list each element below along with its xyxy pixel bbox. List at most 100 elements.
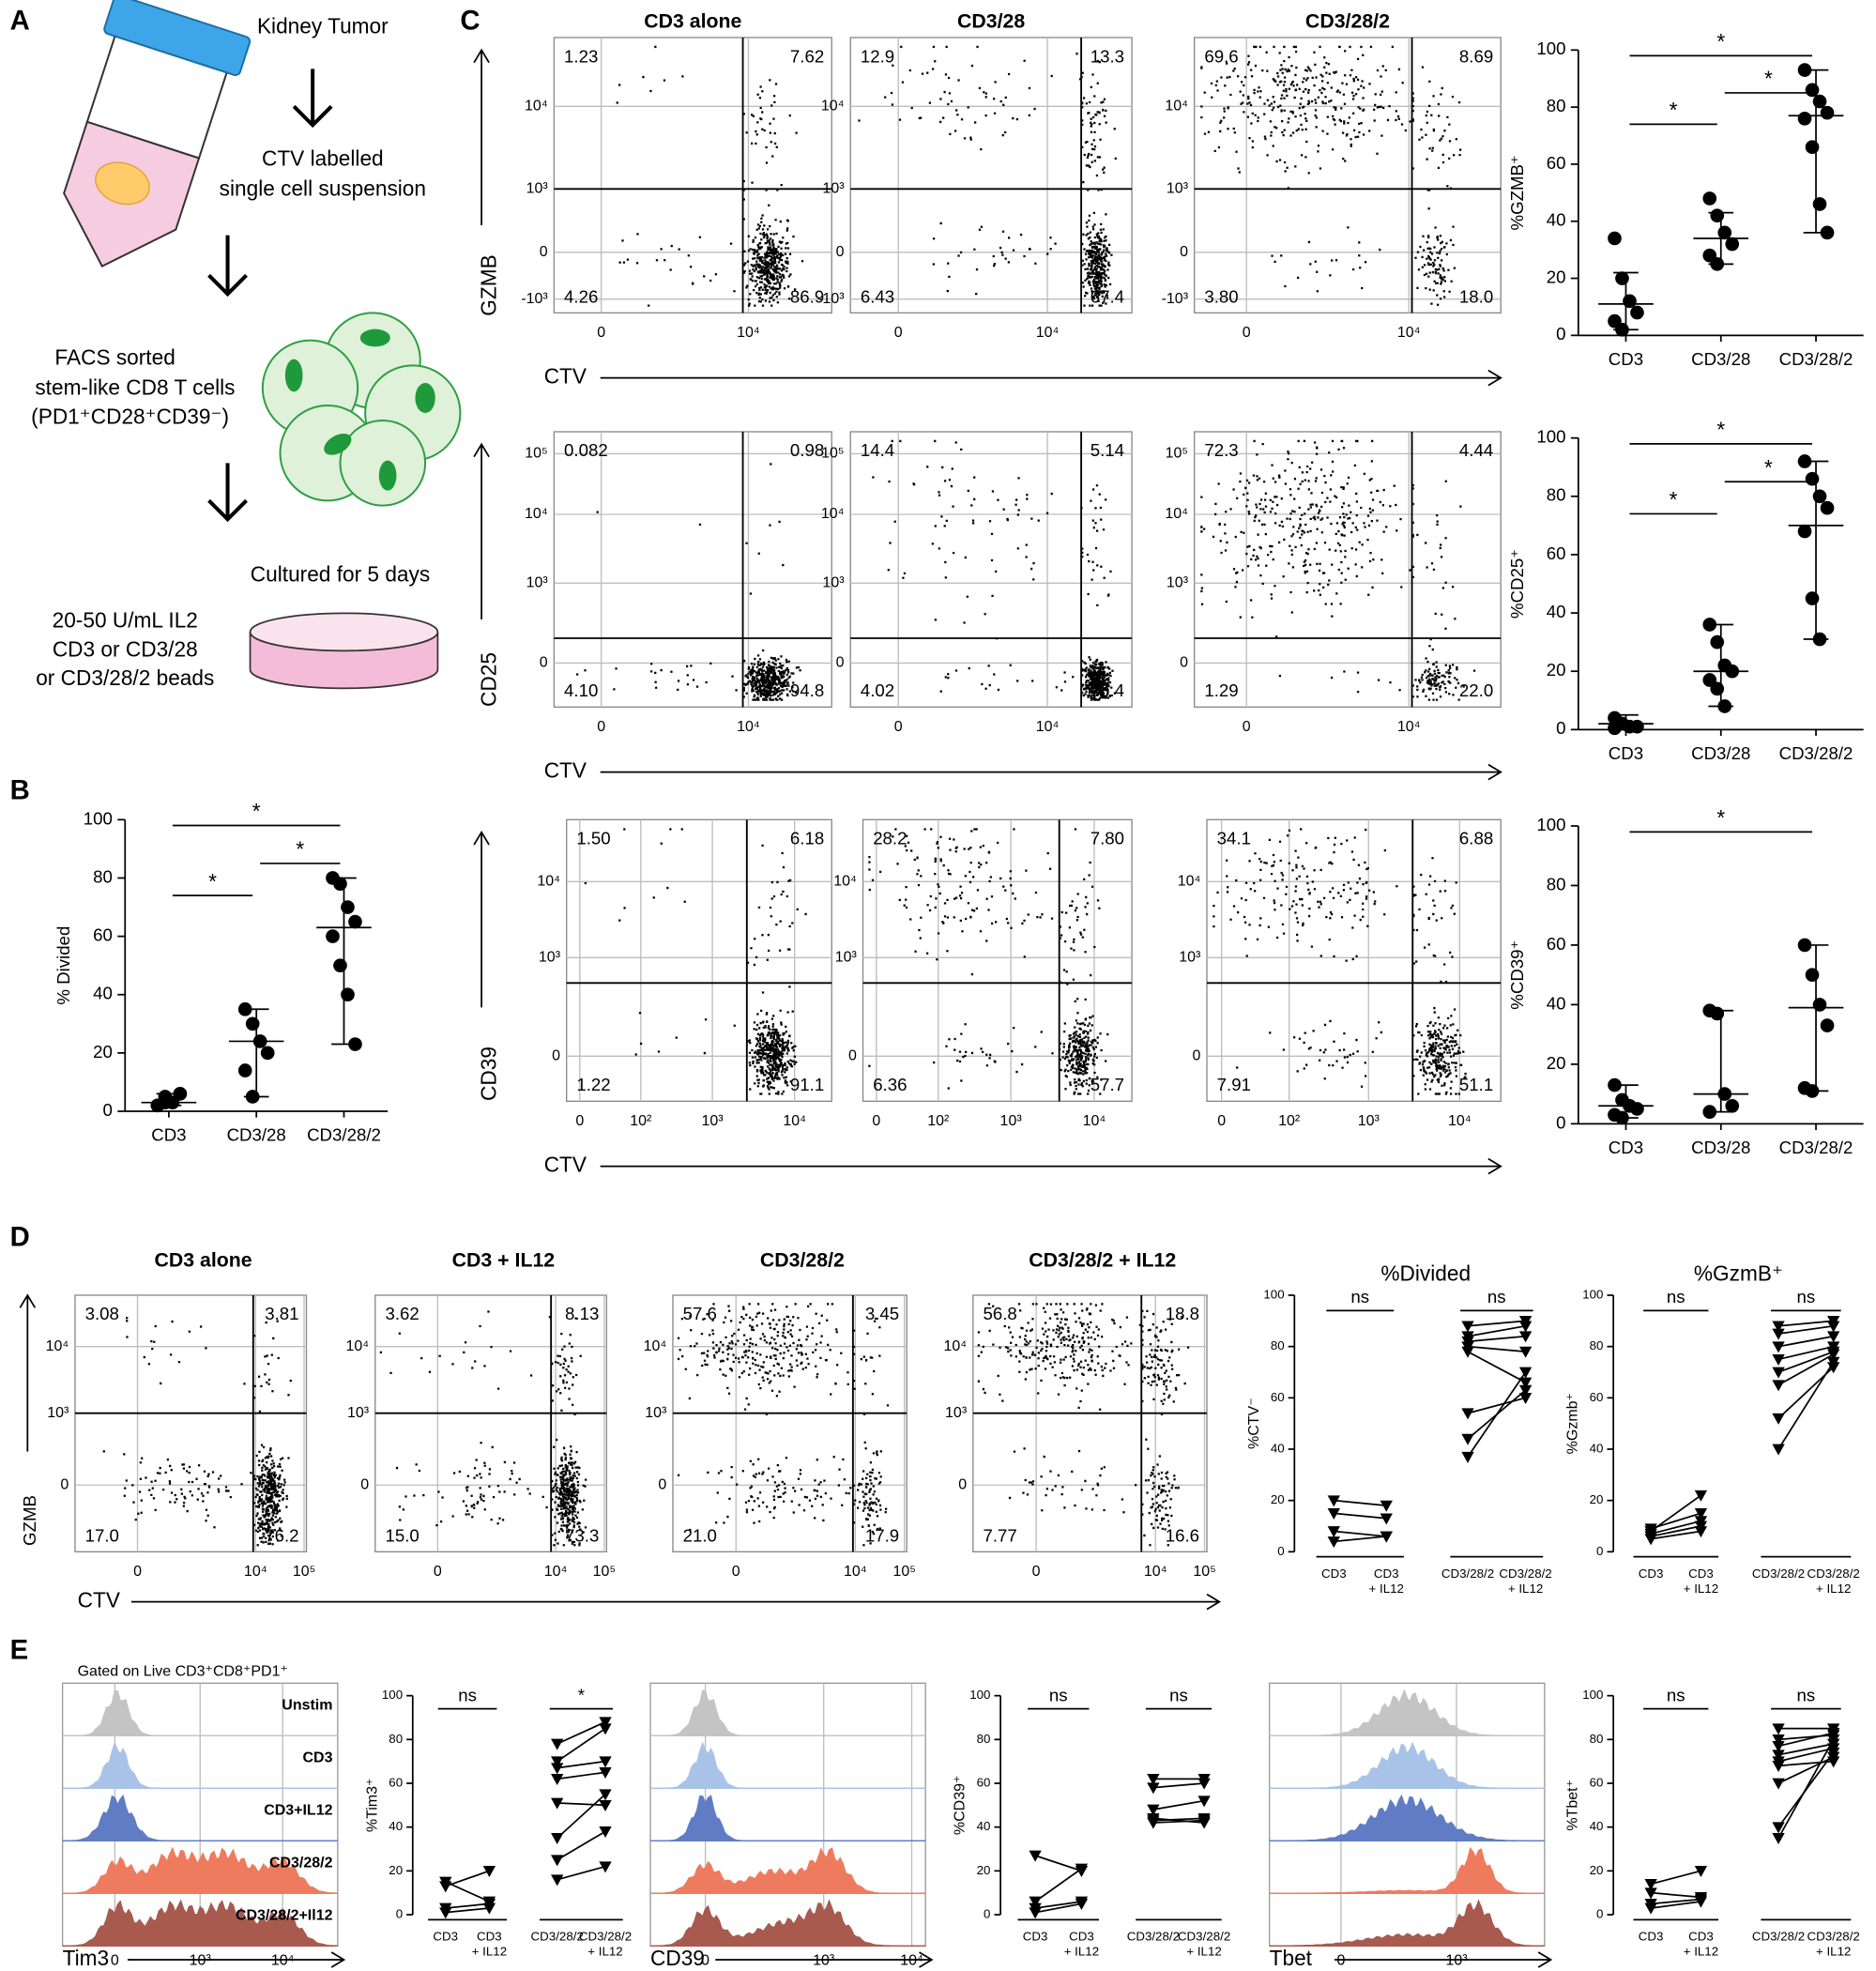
step-text: stem-like CD8 T cells (35, 375, 235, 400)
y-tick-label: 20 (389, 1863, 403, 1877)
significance-label: * (1716, 805, 1725, 830)
data-point (439, 1907, 452, 1919)
data-point (1772, 1444, 1785, 1456)
data-point (1380, 1500, 1393, 1512)
quadrant-value: 3.08 (85, 1304, 119, 1323)
pair-line (1467, 1351, 1526, 1383)
significance-label: * (1716, 29, 1725, 53)
y-tick-label: 10⁴ (644, 1338, 667, 1354)
quadrant-value: 4.44 (1459, 440, 1493, 460)
quadrant-value: 73.3 (565, 1525, 599, 1545)
x-tick-label: 10⁵ (593, 1564, 616, 1580)
data-point (551, 1833, 564, 1844)
y-axis-label: CD25 (476, 652, 500, 707)
x-axis-label: CTV (544, 1153, 587, 1177)
y-tick-label: 0 (958, 1476, 967, 1492)
x-tick-label: 0 (111, 1953, 119, 1969)
x-tick-label: + IL12 (1684, 1581, 1718, 1596)
data-point (1772, 1778, 1785, 1790)
pair-line (1650, 1520, 1701, 1536)
y-tick-label: 0 (1556, 324, 1565, 344)
y-tick-label: 20 (1547, 660, 1566, 680)
x-tick-label: 0 (894, 719, 903, 735)
y-tick-label: 40 (1271, 1442, 1285, 1456)
x-tick-label: 10⁴ (1083, 1113, 1106, 1129)
x-tick-label: 10⁴ (244, 1564, 267, 1580)
x-tick-label: 10⁴ (544, 1564, 568, 1580)
data-point (1615, 271, 1629, 285)
pair-line (1034, 1855, 1082, 1872)
range-bar (1613, 713, 1639, 731)
data-point (1805, 591, 1820, 605)
step-text: FACS sorted (54, 345, 175, 370)
data-point (1327, 1526, 1340, 1538)
y-tick-label: 100 (1536, 815, 1565, 834)
y-tick-label: 10³ (822, 575, 845, 591)
data-point (1694, 1490, 1708, 1502)
step-text: or CD3/28/2 beads (36, 665, 214, 690)
data-point (599, 1826, 612, 1838)
pair-line (1651, 1898, 1701, 1905)
data-point (1772, 1741, 1785, 1752)
pair-line (1334, 1530, 1387, 1537)
data-point (1820, 500, 1835, 515)
pair-line (1034, 1901, 1082, 1909)
y-tick-label: 10⁵ (525, 446, 547, 462)
quadrant-value: 8.69 (1459, 46, 1493, 66)
x-tick-label: 10³ (190, 1953, 212, 1969)
x-tick-label: 0 (732, 1564, 740, 1580)
column-title: CD3 alone (644, 10, 741, 33)
x-tick-label: 0 (133, 1564, 142, 1580)
x-tick-label: 10⁴ (1397, 325, 1421, 341)
range-bar (243, 1008, 269, 1098)
y-tick-label: 0 (1277, 1544, 1284, 1558)
pair-line (1777, 1756, 1835, 1784)
sample-label: Unstim (282, 1698, 332, 1714)
y-tick-label: 0 (1596, 1544, 1603, 1558)
y-tick-label: 0 (1596, 1907, 1603, 1921)
step-text: Cultured for 5 days (251, 561, 430, 586)
x-tick-label: 10³ (1000, 1113, 1023, 1129)
data-point (1327, 1536, 1340, 1549)
plot-frame (849, 431, 1133, 708)
y-tick-label: 10³ (945, 1405, 968, 1421)
x-tick-label: CD3 (1374, 1566, 1399, 1581)
y-tick-label: 0 (1180, 244, 1188, 260)
x-tick-label: CD3/28/2 (1499, 1566, 1551, 1581)
x-tick-label: CD3 (151, 1125, 186, 1145)
data-point (1805, 471, 1820, 486)
significance-label: ns (1797, 1287, 1816, 1306)
x-tick-label: 10² (927, 1113, 950, 1129)
plot-title: %GzmB⁺ (1694, 1261, 1783, 1286)
panel-label: C (460, 6, 480, 37)
y-axis-label: %Tbet⁺ (1565, 1780, 1581, 1831)
data-point (1623, 294, 1637, 309)
data-point (1772, 1321, 1785, 1333)
y-tick-label: 0 (1556, 718, 1565, 738)
x-tick-label: CD3/28/2 (1127, 1930, 1180, 1944)
quadrant-value: 76.2 (265, 1525, 298, 1545)
data-point (1380, 1531, 1393, 1543)
data-point (599, 1789, 612, 1801)
pair-line (1467, 1335, 1526, 1343)
column-title: CD3/28 (957, 10, 1025, 33)
data-point (1197, 1795, 1211, 1808)
y-tick-label: 80 (977, 1732, 991, 1746)
data-point (1710, 208, 1725, 222)
y-tick-label: 10³ (835, 950, 858, 966)
data-point (1518, 1321, 1533, 1333)
x-tick-label: CD3/28/2 (1779, 1138, 1853, 1157)
data-point (333, 958, 347, 972)
x-tick-label: 10⁴ (844, 1564, 867, 1580)
y-tick-label: 60 (1547, 934, 1566, 954)
quadrant-value: 7.77 (983, 1525, 1016, 1545)
significance-label: * (296, 837, 304, 862)
axis-arrow (473, 48, 490, 225)
y-tick-label: 20 (1547, 267, 1566, 286)
data-point (1518, 1346, 1533, 1358)
data-point (1772, 1354, 1785, 1366)
x-tick-label: 10³ (1358, 1113, 1380, 1129)
data-point (1518, 1384, 1533, 1397)
sample-label: CD3+IL12 (264, 1803, 332, 1819)
